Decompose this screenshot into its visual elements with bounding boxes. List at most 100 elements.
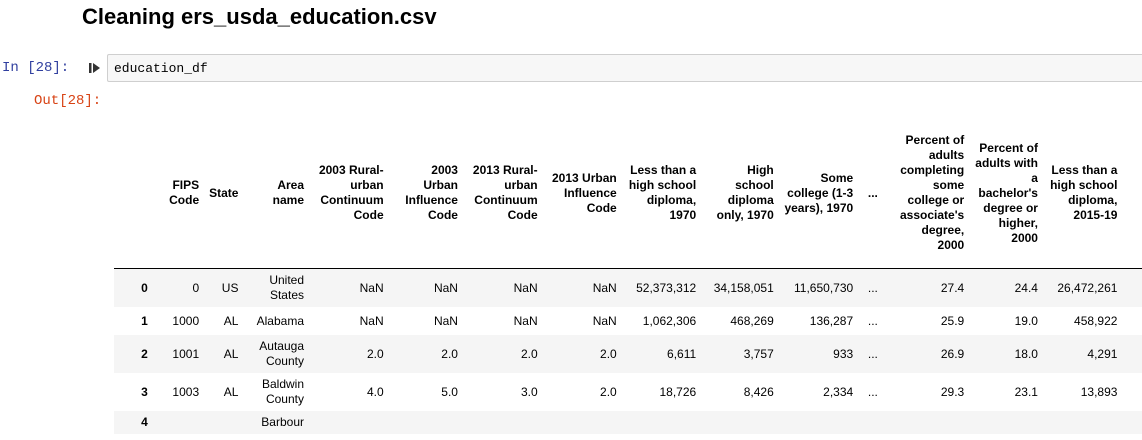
table-cell: ... (867, 384, 878, 399)
table-cell (543, 411, 622, 434)
table-cell: 2.0 (600, 346, 617, 361)
table-cell: 2.0 (520, 346, 538, 361)
table-cell: 27.4 (940, 280, 965, 295)
column-header: State (204, 118, 244, 269)
table-cell: United States (269, 273, 304, 302)
table-cell (389, 411, 463, 434)
table-cell: 136,287 (809, 313, 854, 328)
column-header: 2003 Rural-urban Continuum Code (309, 118, 389, 269)
table-cell: 4,291 (1087, 346, 1118, 361)
table-cell: 458,922 (1074, 313, 1118, 328)
column-header-overflow (1122, 118, 1142, 269)
table-row: 1 1000 AL Alabama NaN NaN NaN NaN 1,062,306 468,2… (114, 307, 1142, 335)
table-cell: 2.0 (441, 346, 458, 361)
table-cell-overflow (1122, 335, 1142, 373)
table-cell-overflow (1122, 269, 1142, 308)
column-header: 2013 Rural-urban Continuum Code (462, 118, 543, 269)
table-cell: 933 (833, 346, 854, 361)
table-cell (969, 411, 1043, 434)
table-cell: 2.0 (600, 384, 617, 399)
column-header: High school diploma only, 1970 (701, 118, 779, 269)
table-cell: 1,062,306 (642, 313, 697, 328)
table-cell: 8,426 (743, 384, 774, 399)
code-text: education_df (114, 61, 208, 76)
dataframe-output: FIPS Code State Area name 2003 Rural-urban … (114, 118, 1142, 440)
table-cell: 1000 (172, 313, 200, 328)
table-cell (309, 411, 389, 434)
column-header: Less than a high school diploma, 1970 (621, 118, 702, 269)
table-row: 4 Barbour (114, 411, 1142, 434)
table-cell: ... (867, 346, 878, 361)
table-cell: 11,650,730 (794, 280, 854, 295)
column-header: 2003 Urban Influence Code (388, 118, 463, 269)
table-cell: 468,269 (730, 313, 774, 328)
column-header: Percent of adults with a bachelor's degr… (969, 118, 1043, 269)
table-row: 2 1001 AL Autauga County 2.0 2.0 2.0 2.0 6,611 3,… (114, 335, 1142, 373)
table-cell: 13,893 (1080, 384, 1118, 399)
table-cell: 23.1 (1014, 384, 1038, 399)
column-header: ... (858, 118, 888, 269)
table-cell (858, 411, 887, 434)
notebook-heading: Cleaning ers_usda_education.csv (82, 4, 437, 29)
table-cell: Autauga County (259, 339, 304, 368)
table-cell: 34,158,051 (713, 280, 774, 295)
table-body: 0 0 US United States NaN NaN NaN NaN 52,373,312 3… (114, 268, 1142, 434)
column-header: Less than a high school diploma, 2015-19 (1042, 118, 1123, 269)
table-cell (1043, 411, 1122, 434)
table-cell: Baldwin County (261, 377, 304, 406)
table-cell: NaN (359, 280, 384, 295)
table-cell: Alabama (256, 313, 304, 328)
column-header: 2013 Urban Influence Code (542, 118, 622, 269)
table-cell: Barbour (261, 415, 304, 429)
table-cell: 2.0 (366, 346, 384, 361)
row-index: 3 (141, 384, 148, 399)
table-cell: 3,757 (743, 346, 774, 361)
table-cell: 1001 (172, 346, 200, 361)
table-cell: 29.3 (940, 384, 965, 399)
output-prompt: Out[28]: (34, 93, 102, 109)
column-header: Area name (243, 118, 309, 269)
table-cell: 6,611 (667, 346, 697, 361)
index-header (114, 118, 153, 269)
table-cell (888, 411, 970, 434)
table-cell (622, 411, 701, 434)
table-cell: 4.0 (366, 384, 384, 399)
table-cell (463, 411, 543, 434)
dataframe-table: FIPS Code State Area name 2003 Rural-urban … (114, 118, 1142, 434)
table-cell: NaN (592, 313, 617, 328)
table-cell: NaN (513, 280, 538, 295)
table-cell: 26.9 (940, 346, 965, 361)
table-row: 0 0 US United States NaN NaN NaN NaN 52,373,312 3… (114, 268, 1142, 308)
table-cell: 19.0 (1014, 313, 1038, 328)
table-cell: 2,334 (823, 384, 854, 399)
row-index: 4 (141, 415, 148, 429)
table-cell: 18.0 (1014, 346, 1038, 361)
column-header: FIPS Code (152, 118, 205, 269)
table-cell (779, 411, 858, 434)
table-cell: NaN (513, 313, 538, 328)
table-cell-overflow (1122, 373, 1142, 411)
column-header: Some college (1-3 years), 1970 (778, 118, 859, 269)
table-cell: US (221, 280, 239, 295)
table-cell: ... (867, 313, 878, 328)
run-cell-icon[interactable] (88, 61, 102, 75)
table-cell-overflow (1122, 411, 1142, 434)
row-index: 2 (141, 346, 148, 361)
table-cell: NaN (433, 280, 458, 295)
table-cell: NaN (433, 313, 458, 328)
table-cell: 26,472,261 (1057, 280, 1118, 295)
table-cell: NaN (359, 313, 384, 328)
table-cell: 25.9 (940, 313, 965, 328)
table-cell: 1003 (172, 384, 200, 399)
row-index: 1 (141, 313, 148, 328)
row-index: 0 (141, 280, 148, 295)
table-cell: 3.0 (520, 384, 538, 399)
code-cell-input[interactable]: education_df (107, 54, 1142, 82)
table-row: 3 1003 AL Baldwin County 4.0 5.0 3.0 2.0 18,726 8… (114, 373, 1142, 411)
input-prompt: In [28]: (2, 60, 70, 76)
table-cell: 0 (192, 280, 200, 295)
table-cell (204, 411, 243, 434)
table-cell: 18,726 (659, 384, 697, 399)
table-cell: AL (223, 313, 239, 328)
table-cell: 5.0 (441, 384, 458, 399)
